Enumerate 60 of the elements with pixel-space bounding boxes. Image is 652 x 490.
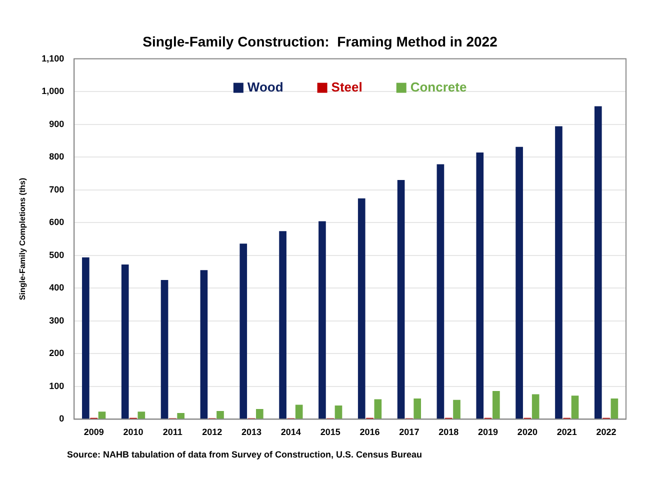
x-tick-label: 2015: [320, 427, 340, 438]
source-note: Source: NAHB tabulation of data from Survey of Construction, U.S. Census Bureau: [67, 449, 422, 460]
x-tick-label: 2011: [162, 427, 182, 438]
bar: [476, 152, 484, 419]
bar: [358, 198, 366, 419]
x-tick-label: 2013: [241, 427, 262, 438]
y-tick-label: 300: [49, 315, 64, 326]
bar: [256, 409, 264, 419]
chart-title: Single-Family Construction: Framing Method in 2022: [142, 33, 498, 50]
x-tick-label: 2020: [517, 427, 538, 438]
y-tick-label: 500: [49, 250, 64, 260]
bar: [516, 146, 523, 419]
legend-label: Steel: [331, 79, 362, 94]
bar: [216, 411, 224, 419]
x-tick-label: 2009: [84, 427, 104, 438]
bar: [177, 412, 184, 419]
bar: [555, 126, 562, 419]
y-axis-title: Single-Family Completions (ths): [18, 178, 28, 300]
y-tick-label: 700: [49, 184, 64, 194]
y-tick-label: 100: [49, 380, 64, 391]
x-tick-label: 2018: [438, 427, 459, 438]
bar: [414, 398, 422, 419]
x-tick-label: 2014: [280, 427, 301, 438]
legend-label: Wood: [247, 79, 284, 94]
x-tick-label: 2012: [202, 427, 222, 438]
y-tick-label: 900: [49, 118, 64, 129]
y-tick-label: 0: [59, 414, 64, 424]
x-tick-label: 2016: [360, 427, 380, 438]
bar: [492, 391, 500, 419]
bar: [532, 394, 540, 419]
y-tick-label: 800: [49, 152, 64, 162]
y-tick-label: 1,100: [42, 53, 64, 64]
x-tick-label: 2019: [478, 427, 498, 438]
bar: [160, 280, 168, 419]
bar: [279, 231, 286, 419]
y-tick-label: 1,000: [42, 86, 64, 96]
bar: [594, 106, 602, 419]
y-tick-label: 400: [49, 282, 64, 293]
bar: [374, 399, 382, 419]
bar: [334, 405, 342, 419]
bar: [82, 257, 90, 419]
bar: [571, 396, 579, 419]
bar: [453, 400, 460, 419]
bar: [98, 412, 106, 419]
x-tick-label: 2017: [399, 427, 420, 438]
bar: [397, 180, 405, 419]
bar: [200, 270, 208, 419]
bar: [610, 398, 618, 419]
x-tick-label: 2022: [596, 427, 616, 438]
bar: [295, 404, 303, 419]
y-tick-label: 200: [49, 348, 64, 358]
bar: [318, 221, 326, 419]
bar: [240, 244, 248, 419]
y-tick-label: 600: [49, 217, 64, 228]
legend-label: Concrete: [410, 79, 467, 94]
x-tick-label: 2021: [556, 427, 577, 438]
bar: [121, 264, 129, 419]
bar: [138, 412, 146, 419]
bar: [436, 164, 444, 419]
x-tick-label: 2010: [123, 427, 144, 438]
